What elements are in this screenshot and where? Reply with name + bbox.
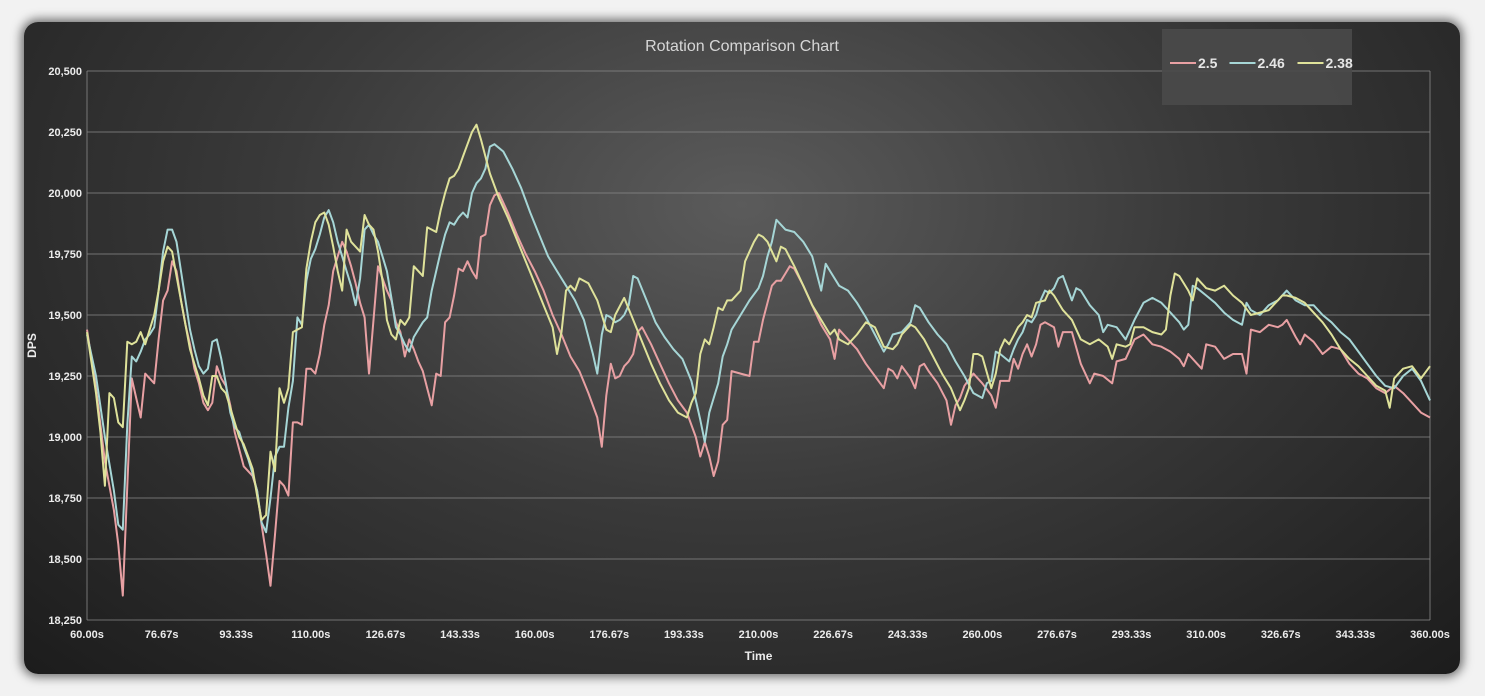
x-tick-label: 210.00s (739, 629, 779, 641)
x-tick-label: 310.00s (1186, 629, 1226, 641)
x-tick-label: 76.67s (145, 629, 179, 641)
y-tick-label: 19,250 (48, 371, 82, 383)
x-tick-label: 326.67s (1261, 629, 1301, 641)
series-line-1 (86, 192, 1431, 597)
gridlines (86, 70, 1431, 621)
series-line-3 (86, 123, 1431, 521)
x-tick-label: 360.00s (1410, 629, 1450, 641)
y-tick-label: 20,250 (48, 127, 82, 139)
x-tick-label: 276.67s (1037, 629, 1077, 641)
y-tick-label: 19,000 (48, 432, 82, 444)
x-tick-label: 110.00s (291, 629, 330, 641)
x-tick-label: 243.33s (888, 629, 928, 641)
legend-label: 2.38 (1326, 55, 1353, 71)
x-tick-label: 93.33s (219, 629, 253, 641)
x-tick-label: 60.00s (70, 629, 104, 641)
x-tick-label: 260.00s (962, 629, 1002, 641)
x-tick-label: 160.00s (515, 629, 555, 641)
x-tick-label: 143.33s (440, 629, 480, 641)
x-tick-label: 343.33s (1335, 629, 1375, 641)
chart-frame: Rotation Comparison Chart 18,250 18,500 18… (24, 22, 1460, 674)
y-tick-label: 19,500 (48, 310, 82, 322)
chart-title: Rotation Comparison Chart (645, 38, 839, 55)
x-tick-label: 176.67s (589, 629, 629, 641)
y-tick-label: 18,750 (48, 493, 82, 505)
x-axis-ticks: 60.00s 76.67s 93.33s 110.00s 126.67s 143.33s 1… (70, 629, 1450, 641)
series-lines (86, 123, 1431, 597)
x-tick-label: 226.67s (813, 629, 853, 641)
x-tick-label: 193.33s (664, 629, 704, 641)
legend-label: 2.46 (1258, 55, 1285, 71)
y-tick-label: 19,750 (48, 249, 82, 261)
y-axis-title: DPS (25, 333, 39, 358)
legend-box (1162, 29, 1352, 105)
y-tick-label: 18,500 (48, 554, 82, 566)
line-chart: Rotation Comparison Chart 18,25018,50018… (25, 29, 1450, 663)
x-tick-label: 293.33s (1112, 629, 1152, 641)
y-tick-label: 20,500 (48, 66, 82, 78)
series-line-2 (86, 143, 1431, 534)
x-axis-title: Time (745, 649, 773, 663)
y-axis-ticks: 18,250 18,500 18,750 19,000 19,250 19,500 19,7… (48, 66, 82, 627)
legend-label: 2.5 (1198, 55, 1218, 71)
x-tick-label: 126.67s (366, 629, 406, 641)
legend: 2.5 2.46 2.38 (1162, 29, 1353, 105)
y-tick-label: 20,000 (48, 188, 82, 200)
y-tick-label: 18,250 (48, 615, 82, 627)
